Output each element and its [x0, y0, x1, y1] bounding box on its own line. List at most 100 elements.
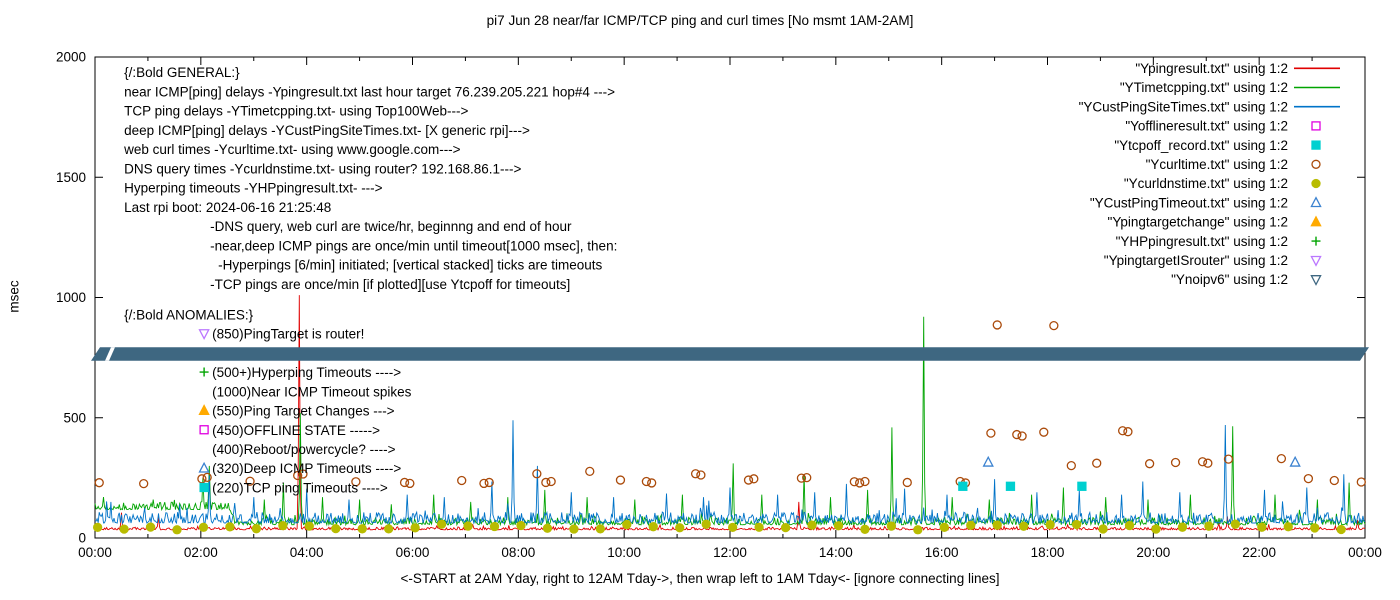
point-Ycurltime.txt	[1066, 460, 1076, 471]
general-note: -Hyperpings [6/min] initiated; [vertical…	[218, 258, 602, 273]
point-YCustPingTimeout.txt	[1289, 455, 1301, 467]
point-Ycurltime.txt	[1197, 457, 1208, 467]
point-Ycurltime.txt	[94, 478, 104, 488]
point-Ycurltime.txt	[1092, 458, 1102, 468]
x-tick-label: 16:00	[925, 545, 959, 560]
point-Ycurldnstime.txt	[1124, 520, 1135, 531]
point-Ycurldnstime.txt	[939, 522, 949, 532]
legend-label: "Yofflineresult.txt" using 1:2	[1125, 119, 1288, 134]
point-Ycurldnstime.txt	[172, 525, 182, 535]
legend-label: "Ypingtargetchange" using 1:2	[1108, 215, 1288, 230]
point-Ycurltime.txt	[1276, 453, 1287, 464]
point-Ycurldnstime.txt	[1230, 519, 1241, 529]
point-Ycurldnstime.txt	[1204, 521, 1214, 531]
point-Ycurldnstime.txt	[1151, 524, 1161, 534]
legend-label: "Ycurltime.txt" using 1:2	[1146, 157, 1288, 172]
x-tick-label: 14:00	[819, 545, 853, 560]
chart-title: pi7 Jun 28 near/far ICMP/TCP ping and cu…	[486, 13, 914, 28]
anomaly-marker-square	[199, 482, 209, 493]
point-Ycurltime.txt	[1117, 426, 1128, 436]
point-Ycurltime.txt	[1303, 473, 1314, 484]
legend-sample-triangle-up	[1310, 196, 1322, 208]
general-note: web curl times -Ycurltime.txt- using www…	[123, 142, 461, 157]
point-Ycurltime.txt	[1144, 459, 1155, 469]
y-tick-label: 500	[63, 410, 86, 425]
x-tick-label: 20:00	[1136, 545, 1170, 560]
point-Ycurldnstime.txt	[119, 524, 129, 534]
point-Ycurltime.txt	[1203, 458, 1213, 468]
point-Ycurltime.txt	[647, 478, 657, 488]
y-tick-label: 1000	[56, 290, 86, 305]
x-axis-title: <-START at 2AM Yday, right to 12AM Tday-…	[400, 571, 1000, 586]
point-Ycurldnstime.txt	[1257, 522, 1267, 532]
point-Ycurltime.txt	[479, 478, 489, 489]
point-Ycurldnstime.txt	[595, 524, 606, 534]
point-Ycurldnstime.txt	[1283, 522, 1293, 532]
x-tick-label: 02:00	[184, 545, 218, 560]
anomaly-marker-square	[199, 425, 209, 435]
point-Ycurldnstime.txt	[833, 521, 844, 531]
legend-sample-circle	[1311, 159, 1321, 169]
point-Ycurltime.txt	[802, 472, 812, 483]
point-Ycurltime.txt	[197, 474, 207, 484]
noipv6-band-notch	[105, 347, 115, 361]
general-note: -TCP pings are once/min [if plotted][use…	[210, 277, 570, 292]
point-Ycurldnstime.txt	[807, 520, 817, 530]
legend-label: "YHPpingresult.txt" using 1:2	[1116, 234, 1288, 249]
point-Ycurltime.txt	[1017, 431, 1027, 441]
anomaly-note: (220)TCP ping Timeouts ---->	[212, 480, 388, 495]
point-Ycurldnstime.txt	[1336, 524, 1346, 535]
point-Ycurldnstime.txt	[489, 521, 500, 532]
point-Ycurldnstime.txt	[1019, 521, 1029, 531]
point-Ycurldnstime.txt	[1177, 522, 1188, 532]
x-tick-label: 22:00	[1242, 545, 1276, 560]
point-Ycurldnstime.txt	[622, 519, 632, 530]
point-Ycurltime.txt	[541, 477, 551, 488]
point-Ycurltime.txt	[690, 469, 701, 479]
point-Ycurldnstime.txt	[331, 523, 341, 534]
y-tick-label: 0	[78, 531, 86, 546]
general-note: DNS query times -Ycurldnstime.txt- using…	[124, 161, 521, 176]
point-Ycurldnstime.txt	[251, 524, 262, 534]
point-Ytcpoff_record.txt	[958, 481, 968, 491]
anomaly-note: (400)Reboot/powercycle? ---->	[212, 442, 396, 457]
point-Ycurltime.txt	[986, 428, 996, 438]
anomaly-note: (320)Deep ICMP Timeouts ---->	[212, 461, 401, 476]
point-Ycurltime.txt	[1039, 427, 1049, 437]
point-Ycurltime.txt	[202, 472, 212, 483]
point-Ycurltime.txt	[585, 466, 595, 477]
point-Ycurltime.txt	[1012, 429, 1022, 440]
point-Ycurltime.txt	[641, 476, 652, 487]
point-Ycurldnstime.txt	[1045, 520, 1055, 530]
anomaly-note: (1000)Near ICMP Timeout spikes	[212, 384, 412, 399]
point-Ycurltime.txt	[743, 475, 754, 485]
legend-sample-square	[1311, 140, 1321, 150]
general-note: deep ICMP[ping] delays -YCustPingSiteTim…	[124, 123, 530, 138]
point-Ycurltime.txt	[293, 470, 303, 481]
point-Ycurltime.txt	[992, 320, 1002, 330]
point-Ycurltime.txt	[298, 469, 308, 479]
legend-label: "Ycurldnstime.txt" using 1:2	[1124, 176, 1288, 191]
point-Ytcpoff_record.txt	[1005, 481, 1016, 491]
anomaly-marker-triangle-down	[198, 329, 210, 340]
x-tick-label: 08:00	[501, 545, 535, 560]
point-Ycurltime.txt	[849, 477, 860, 487]
point-Ycurltime.txt	[484, 477, 494, 488]
general-note: TCP ping delays -YTimetcpping.txt- using…	[124, 104, 468, 119]
legend-sample-plus	[1311, 236, 1321, 246]
point-Ycurldnstime.txt	[198, 522, 209, 532]
point-Ycurldnstime.txt	[92, 522, 103, 533]
y-tick-label: 2000	[56, 50, 86, 65]
point-Ycurldnstime.txt	[278, 521, 288, 531]
point-Ycurltime.txt	[399, 477, 410, 488]
point-Ycurltime.txt	[696, 470, 706, 480]
y-tick-label: 1500	[56, 170, 86, 185]
legend-sample-triangle-down	[1310, 255, 1322, 267]
point-Ycurltime.txt	[532, 469, 542, 479]
point-Ycurldnstime.txt	[569, 524, 579, 534]
general-note: near ICMP[ping] delays -Ypingresult.txt …	[124, 84, 615, 99]
anomaly-marker-triangle-up	[198, 461, 210, 473]
legend-label: "YpingtargetISrouter" using 1:2	[1104, 253, 1288, 268]
point-Ycurldnstime.txt	[675, 523, 685, 533]
